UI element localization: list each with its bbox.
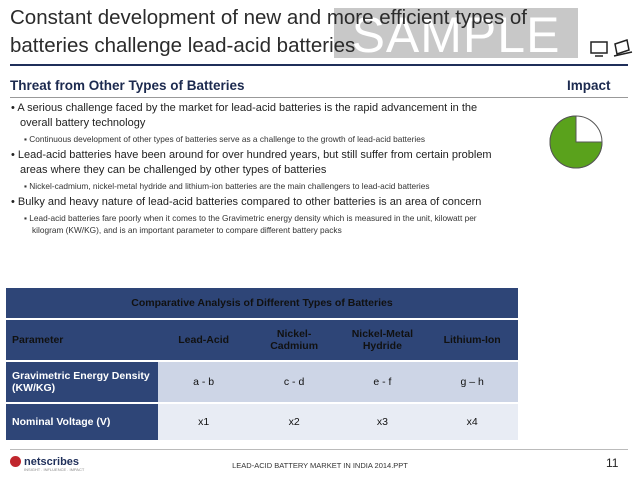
sub-bullet-3: ▪ Lead-acid batteries fare poorly when i… [24, 213, 477, 235]
sub-bullet-2: ▪ Nickel-cadmium, nickel-metal hydride a… [24, 181, 430, 191]
sub-bullet-1: ▪ Continuous development of other types … [24, 134, 425, 144]
impact-pie-chart [549, 115, 603, 169]
table-cell: c - d [249, 361, 339, 404]
title-divider [10, 64, 628, 66]
sub-bullet-3-text: Lead-acid batteries fare poorly when it … [29, 213, 477, 235]
monitor-icon [590, 41, 608, 54]
table-cell: x3 [338, 403, 427, 440]
header-lead-acid: Lead-Acid [157, 319, 250, 362]
sub-bullet-1-text: Continuous development of other types of… [29, 134, 425, 144]
bullet-2: • Lead-acid batteries have been around f… [11, 149, 492, 176]
logo-mark-icon [10, 456, 21, 467]
logo-text: netscribes [24, 456, 80, 468]
table-title: Comparative Analysis of Different Types … [6, 288, 518, 320]
table-cell: a - b [157, 361, 250, 404]
impact-pie-slice [549, 115, 603, 169]
netscribes-logo: netscribes INSIGHT . INFLUENCE . IMPACT [10, 456, 84, 472]
header-lithium-ion: Lithium-Ion [426, 319, 518, 362]
bullet-2-text: Lead-acid batteries have been around for… [17, 149, 492, 176]
row-label: Nominal Voltage (V) [6, 403, 158, 440]
header-parameter: Parameter [6, 319, 158, 362]
table-row: Gravimetric Energy Density (KW/KG) a - b… [6, 361, 518, 404]
table-title-row: Comparative Analysis of Different Types … [6, 288, 518, 320]
bullet-list: • A serious challenge faced by the marke… [10, 101, 510, 239]
table-cell: g – h [426, 361, 518, 404]
footer-document-name: LEAD-ACID BATTERY MARKET IN INDIA 2014.P… [232, 461, 408, 470]
table-row: Nominal Voltage (V) x1 x2 x3 x4 [6, 403, 518, 440]
bullet-3: • Bulky and heavy nature of lead-acid ba… [11, 196, 482, 208]
bullet-1: • A serious challenge faced by the marke… [11, 102, 478, 129]
sample-watermark: SAMPLE [334, 8, 578, 58]
footer-divider [10, 449, 628, 450]
impact-heading: Impact [567, 78, 611, 93]
laptop-icon [614, 39, 630, 55]
section-heading: Threat from Other Types of Batteries [10, 78, 245, 93]
bullet-3-text: Bulky and heavy nature of lead-acid batt… [17, 196, 482, 208]
header-nickel-cadmium: Nickel-Cadmium [249, 319, 339, 362]
table-cell: x2 [249, 403, 339, 440]
row-label: Gravimetric Energy Density (KW/KG) [6, 361, 158, 404]
logo-tagline: INSIGHT . INFLUENCE . IMPACT [24, 467, 85, 472]
monitor-icons [590, 39, 633, 57]
table-cell: x1 [157, 403, 250, 440]
slide-title: Constant development of new and more eff… [10, 6, 527, 57]
header-nickel-metal-hydride: Nickel-Metal Hydride [338, 319, 427, 362]
sub-bullet-2-text: Nickel-cadmium, nickel-metal hydride and… [29, 181, 430, 191]
section-divider [10, 97, 628, 98]
table-header-row: Parameter Lead-Acid Nickel-Cadmium Nicke… [6, 319, 518, 362]
bullet-1-text: A serious challenge faced by the market … [17, 102, 478, 129]
comparison-table: Comparative Analysis of Different Types … [6, 288, 518, 440]
table-cell: e - f [338, 361, 427, 404]
table-cell: x4 [426, 403, 518, 440]
page-number: 11 [606, 456, 619, 470]
